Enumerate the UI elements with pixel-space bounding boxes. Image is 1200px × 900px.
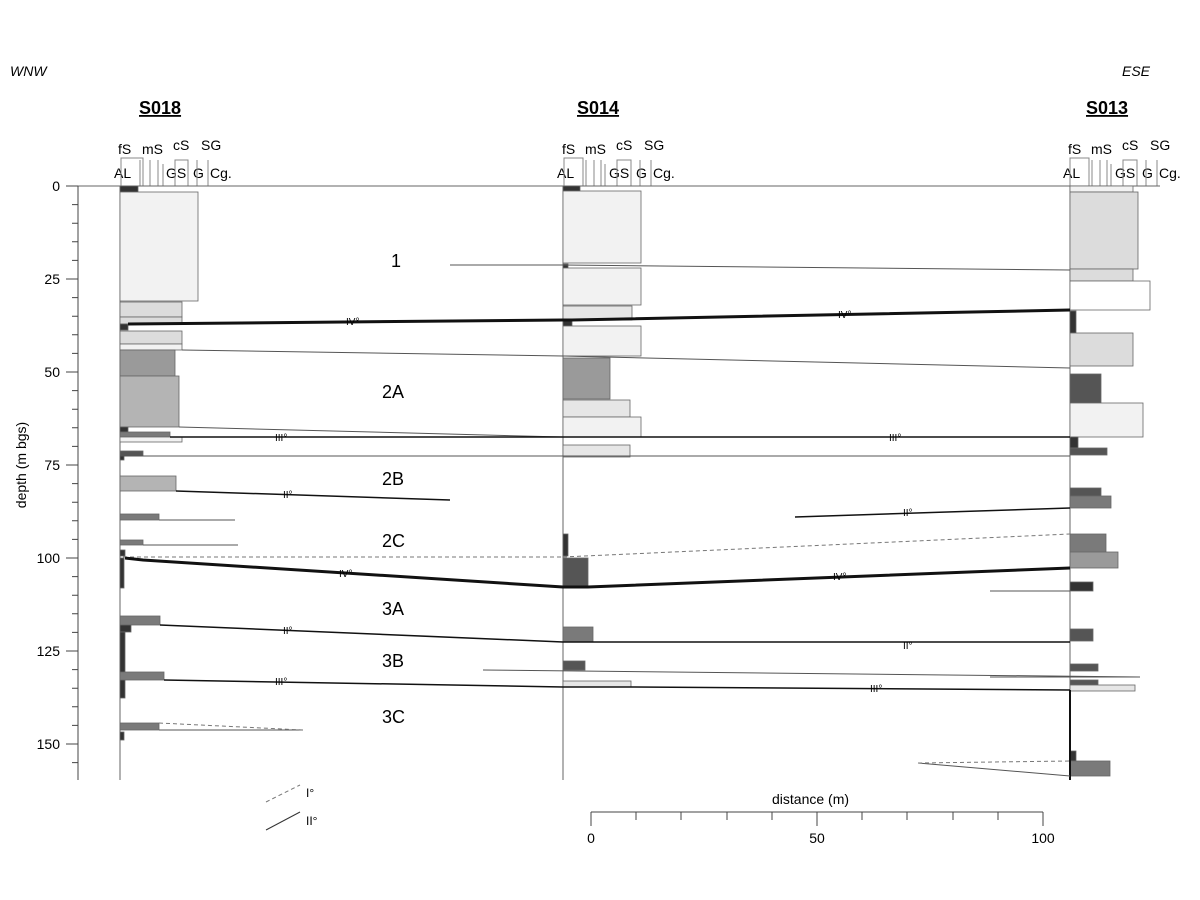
surface-i-3c-east	[917, 760, 1071, 764]
surface-i-2c-east	[562, 533, 1071, 558]
depth-axis-label: depth (m bgs)	[13, 422, 29, 508]
unit-label-3c: 3C	[382, 707, 405, 727]
borehole-title-s013: S013	[1086, 98, 1128, 118]
surface-label-iii-2: III°	[889, 433, 901, 444]
distance-tick-100: 100	[1031, 830, 1055, 846]
surface-ii-2b-east	[794, 507, 1071, 518]
grain-label-cg: Cg.	[210, 165, 232, 181]
surface-label-ii-2: II°	[903, 508, 913, 519]
surface-label-iv-1: IV°	[346, 317, 359, 328]
distance-tick-50: 50	[809, 830, 825, 846]
grain-label-sg: SG	[644, 137, 664, 153]
legend-swatch-ii	[265, 811, 301, 831]
surface-label-iii-4: III°	[870, 684, 882, 695]
boundary-unit1-internal	[450, 264, 1071, 271]
surface-label-iv-4: IV°	[833, 572, 846, 583]
surface-label-ii-1: II°	[283, 490, 293, 501]
orientation-left: WNW	[10, 63, 48, 79]
grain-label-sg: SG	[201, 137, 221, 153]
surface-label-ii-3: II°	[283, 626, 293, 637]
grain-label-al: AL	[114, 165, 131, 181]
unit-label-2b: 2B	[382, 469, 404, 489]
grain-label-cg: Cg.	[653, 165, 675, 181]
surface-label-ii-4: II°	[903, 641, 913, 652]
grain-label-cg: Cg.	[1159, 165, 1181, 181]
borehole-title-s018: S018	[139, 98, 181, 118]
unit-label-1: 1	[391, 251, 401, 271]
grain-label-sg: SG	[1150, 137, 1170, 153]
depth-tick-100: 100	[37, 550, 61, 566]
depth-tick-25: 25	[44, 271, 60, 287]
legend-swatch-i	[265, 784, 301, 803]
grain-label-gs: GS	[166, 165, 186, 181]
depth-tick-150: 150	[37, 736, 61, 752]
unit-label-2a: 2A	[382, 382, 404, 402]
borehole-column-s018	[119, 185, 199, 741]
depth-tick-50: 50	[44, 364, 60, 380]
depth-tick-75: 75	[44, 457, 60, 473]
grain-label-fs: fS	[118, 141, 131, 157]
grain-label-fs: fS	[1068, 141, 1081, 157]
borehole-column-s013	[1069, 185, 1151, 780]
unit-labels: 1 2A 2B 2C 3A 3B 3C	[382, 251, 405, 727]
boundary-3c-s013	[917, 762, 1071, 777]
grain-scale-s013: fS mS cS SG AL GS G Cg.	[1063, 137, 1181, 186]
surface-ii-2b-west	[175, 490, 451, 501]
borehole-column-s014	[562, 185, 642, 688]
boundary-2a-lower	[178, 426, 564, 438]
grain-label-ms: mS	[1091, 141, 1112, 157]
surface-ii-3a	[159, 624, 1070, 643]
surface-i-3c	[158, 722, 304, 731]
distance-tick-0: 0	[587, 830, 595, 846]
grain-scale-s018: fS mS cS SG AL GS G Cg.	[114, 137, 232, 186]
surface-iv-lower	[124, 556, 1071, 589]
grain-scale-s014: fS mS cS SG AL GS G Cg.	[557, 137, 675, 186]
orientation-right: ESE	[1122, 63, 1151, 79]
grain-label-al: AL	[557, 165, 574, 181]
legend-label-ii: II°	[306, 814, 318, 828]
boundary-3b-internal	[482, 669, 1141, 678]
borehole-title-s014: S014	[577, 98, 619, 118]
depth-axis: 0 25 50 75 100 125 150 depth (m bgs)	[13, 178, 79, 780]
surface-label-iv-3: IV°	[339, 569, 352, 580]
unit-label-3a: 3A	[382, 599, 404, 619]
legend-label-i: I°	[306, 786, 314, 800]
grain-label-g: G	[193, 165, 204, 181]
grain-label-g: G	[636, 165, 647, 181]
grain-label-ms: mS	[585, 141, 606, 157]
grain-label-cs: cS	[1122, 137, 1138, 153]
surface-label-iv-2: IV°	[838, 310, 851, 321]
grain-label-ms: mS	[142, 141, 163, 157]
surface-labels: IV° IV° III° III° II° II° IV° IV° II° II…	[275, 310, 913, 695]
grain-label-cs: cS	[173, 137, 189, 153]
grain-label-gs: GS	[1115, 165, 1135, 181]
depth-tick-0: 0	[52, 178, 60, 194]
surface-label-iii-3: III°	[275, 677, 287, 688]
depth-tick-125: 125	[37, 643, 61, 659]
unit-label-3b: 3B	[382, 651, 404, 671]
grain-label-g: G	[1142, 165, 1153, 181]
surface-iv-upper	[127, 308, 1071, 326]
distance-scale: distance (m) 0 50 100	[587, 791, 1055, 846]
grain-label-cs: cS	[616, 137, 632, 153]
grain-label-fs: fS	[562, 141, 575, 157]
legend: I° II°	[265, 784, 318, 831]
surface-iii-3b	[163, 679, 1071, 691]
boundary-unit1-2a	[181, 349, 1071, 369]
grain-label-gs: GS	[609, 165, 629, 181]
correlation-lines	[120, 264, 1141, 777]
grain-label-al: AL	[1063, 165, 1080, 181]
surface-label-iii-1: III°	[275, 433, 287, 444]
unit-label-2c: 2C	[382, 531, 405, 551]
distance-scale-label: distance (m)	[772, 791, 849, 807]
